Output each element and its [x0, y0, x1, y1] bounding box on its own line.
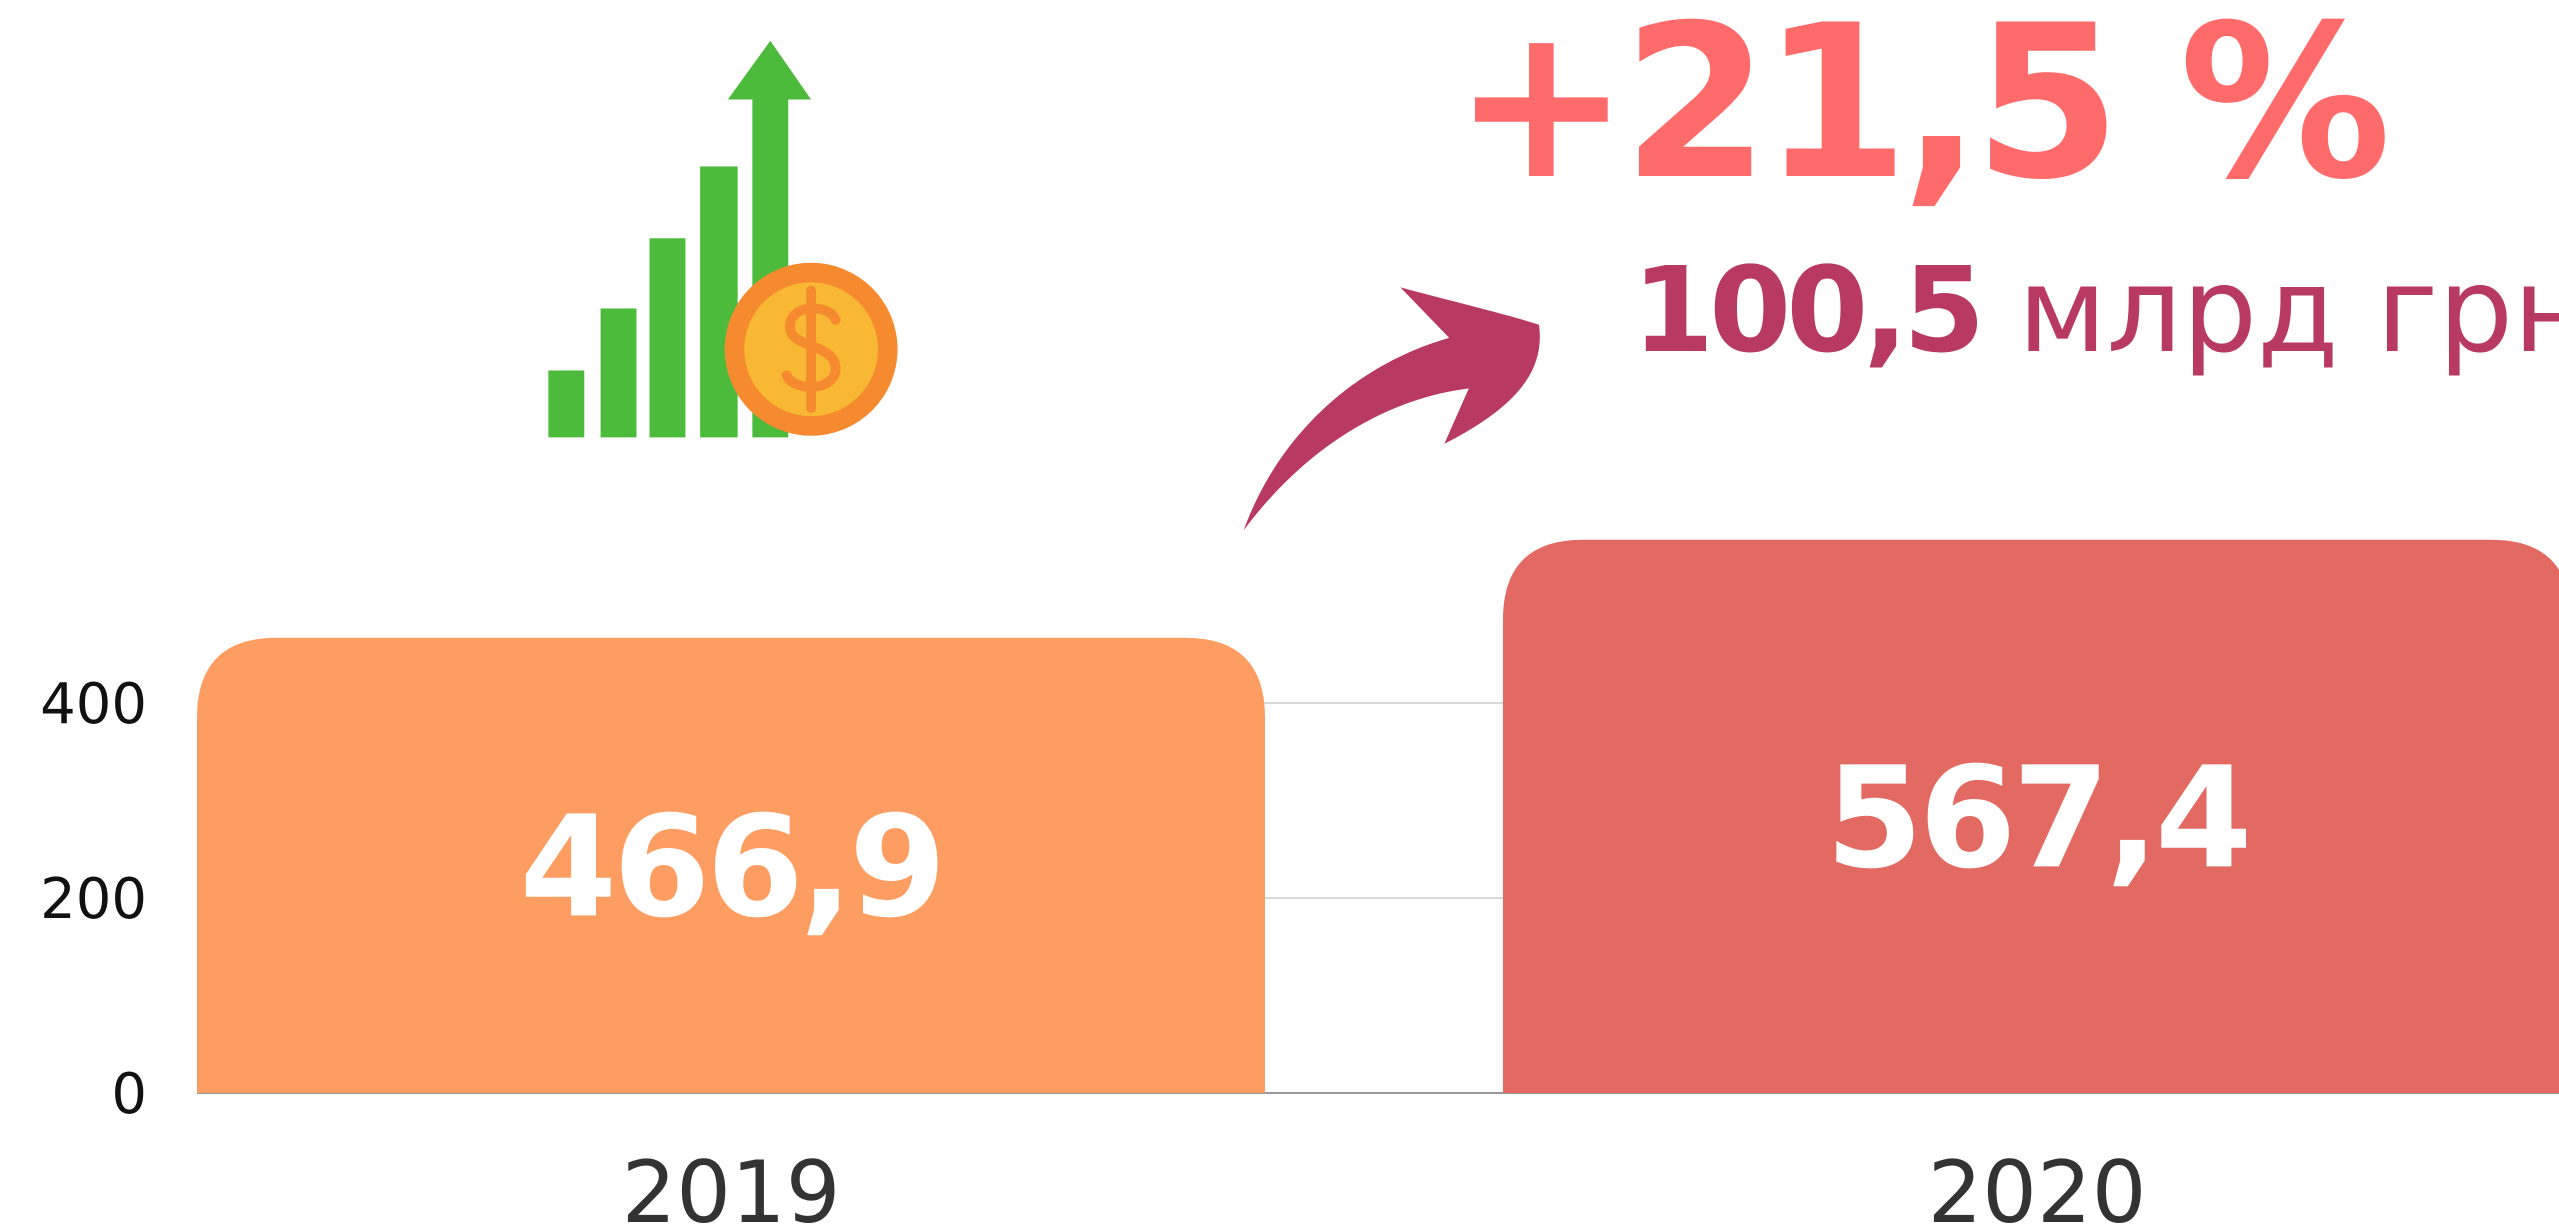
- x-tick-label: 2019: [622, 1143, 841, 1231]
- y-tick-label: 200: [40, 867, 147, 932]
- y-tick-label: 0: [111, 1062, 147, 1127]
- curved-arrow: [1243, 287, 1540, 531]
- amount: 100,5: [1632, 241, 1980, 379]
- bar: [197, 637, 1265, 1093]
- amount-annotation: 100,5 млрд грн: [1632, 241, 2559, 379]
- bar: [1503, 539, 2559, 1093]
- y-tick-label: 400: [40, 672, 147, 737]
- value-label: 567,4: [1826, 737, 2249, 900]
- growth-icon: [548, 40, 898, 438]
- change-annotation: +21,5 %: [1453, 0, 2386, 226]
- unit: млрд грн: [2018, 241, 2559, 379]
- x-tick-label: 2020: [1928, 1143, 2147, 1231]
- value-label: 466,9: [520, 786, 943, 949]
